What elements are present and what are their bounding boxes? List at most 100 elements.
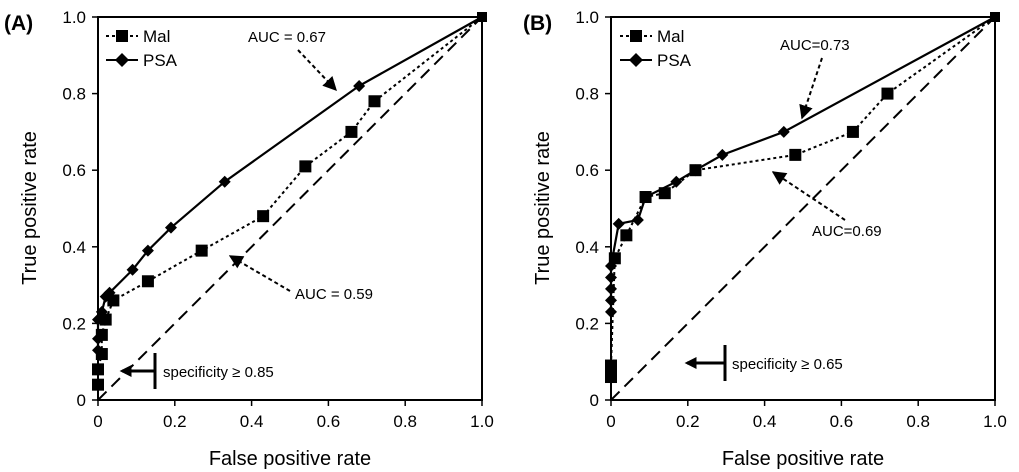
panel-b-x-tick-label: 0.6 [830,412,854,431]
panel-a-x-ticks: 0 0.2 0.4 0.6 0.8 1.0 [93,400,494,431]
panel-a-y-tick-label: 0 [77,391,86,410]
panel-b-label: (B) [523,12,552,35]
panel-b-psa-point [605,259,617,272]
panel-a-label: (A) [4,12,33,35]
panel-a-mal-point [299,160,312,173]
panel-b-x-tick-label: 0.4 [753,412,777,431]
panel-b-x-ticks: 0 0.2 0.4 0.6 0.8 1.0 [606,400,1007,431]
panel-a-y-tick-label: 0.4 [62,238,86,257]
panel-b-chance-line [610,16,996,401]
panel-a-auc-mal-arrow [228,255,291,292]
panel-b-x-tick-label: 0.2 [676,412,700,431]
panel-a-mal-point [368,95,381,108]
legend-mal-label: Mal [657,27,684,46]
panel-a-specificity-marker [119,353,157,389]
panel-a-y-tick-label: 0.6 [62,161,86,180]
panel-b-y-tick-label: 0.2 [575,314,599,333]
panel-a-mal-point [257,210,270,223]
panel-a-mal-line [97,16,483,385]
panel-b-mal-point [605,371,617,384]
panel-a-psa-point [95,305,108,318]
panel-b-mal-point [608,252,621,265]
panel-b-y-ticks: 0 0.2 0.4 0.6 0.8 1.0 [575,8,611,410]
legend-psa-marker [115,53,129,67]
panel-a-x-tick-label: 0.8 [393,412,417,431]
panel-b-psa-point [639,191,652,204]
legend-mal-label: Mal [143,27,170,46]
panel-b-psa-point [605,305,617,318]
panel-a-mal-point [345,125,358,138]
panel-b-psa-point [605,271,617,284]
legend-mal-marker [116,30,128,42]
panel-b-y-axis-title: True positive rate [532,131,554,285]
legend-psa-marker [629,53,643,67]
panel-b-legend: Mal PSA [620,27,692,70]
panel-a-mal-point [92,363,104,376]
panel-b-specificity-marker [684,345,727,381]
panel-b-psa-point [716,148,729,161]
panel-b-y-tick-label: 0.6 [575,161,599,180]
panel-a-x-tick-label: 0.6 [317,412,341,431]
panel-b-mal-point [881,87,894,100]
panel-b-auc-mal-label: AUC=0.69 [812,223,882,240]
panel-b-x-tick-label: 0 [606,412,615,431]
panel-b-y-tick-label: 1.0 [575,8,599,27]
panel-a-x-tick-label: 0.2 [163,412,187,431]
panel-b-mal-point [789,148,802,161]
panel-b-psa-point [689,164,702,177]
panel-b-mal-point [658,187,671,200]
panel-a-chance-line [97,16,483,401]
legend-mal-marker [630,30,642,42]
panel-b-auc-psa-label: AUC=0.73 [780,37,850,54]
legend-psa-label: PSA [657,51,692,70]
panel-a-x-tick-label: 1.0 [470,412,494,431]
panel-b: (B) 0 0.2 0.4 0.6 0.8 1.0 0 0.2 0.4 0.6 0.8 1.0 Fa… [523,8,1007,470]
panel-b-psa-point [605,282,617,295]
panel-a-x-tick-label: 0 [93,412,102,431]
panel-a-psa-point [126,263,139,276]
panel-b-x-tick-label: 0.8 [906,412,930,431]
panel-a-psa-point [103,286,116,299]
panel-b-x-axis-title: False positive rate [722,448,884,470]
panel-b-specificity-label: specificity ≥ 0.65 [732,356,843,373]
panel-b-series [605,12,1000,401]
panel-a-mal-point [195,244,208,257]
panel-a-series [92,12,487,401]
panel-b-x-tick-label: 1.0 [983,412,1007,431]
panel-b-psa-point [670,175,683,188]
panel-b-auc-mal-arrow [771,171,846,221]
panel-b-auc-psa-arrow [799,57,823,120]
panel-a-y-tick-label: 0.2 [62,314,86,333]
panel-a-y-axis-title: True positive rate [19,131,41,285]
panel-b-y-tick-label: 0 [590,391,599,410]
panel-a-psa-point [141,244,154,257]
panel-a-legend: Mal PSA [106,27,178,70]
panel-b-y-tick-label: 0.8 [575,85,599,104]
panel-b-psa-point [605,294,617,307]
panel-a-x-axis-title: False positive rate [209,448,371,470]
panel-b-mal-point [846,125,859,138]
panel-a-y-tick-label: 0.8 [62,85,86,104]
panel-b-psa-point [631,213,644,226]
panel-a-auc-psa-label: AUC = 0.67 [248,29,326,46]
panel-a-y-tick-label: 1.0 [62,8,86,27]
panel-a-y-ticks: 0 0.2 0.4 0.6 0.8 1.0 [62,8,98,410]
panel-b-psa-point [777,125,790,138]
panel-a-psa-point [218,175,231,188]
legend-psa-label: PSA [143,51,178,70]
panel-a-psa-point [92,344,104,357]
panel-a-plot-frame [97,16,483,401]
panel-a-x-tick-label: 0.4 [240,412,264,431]
panel-a-auc-psa-arrow [297,49,337,92]
panel-b-y-tick-label: 0.4 [575,238,599,257]
panel-b-plot-frame [610,16,996,401]
panel-a: (A) 0 0.2 0.4 0.6 0.8 1.0 0 0.2 0.4 0.6 0.8 1.0 Fa… [4,8,494,470]
panel-b-psa-point [612,217,625,230]
panel-a-mal-point [92,378,104,391]
panel-a-psa-point [353,79,366,92]
panel-a-mal-point [141,275,154,288]
panel-a-specificity-label: specificity ≥ 0.85 [163,364,274,381]
panel-b-mal-point [605,359,617,372]
panel-a-auc-mal-label: AUC = 0.59 [295,286,373,303]
